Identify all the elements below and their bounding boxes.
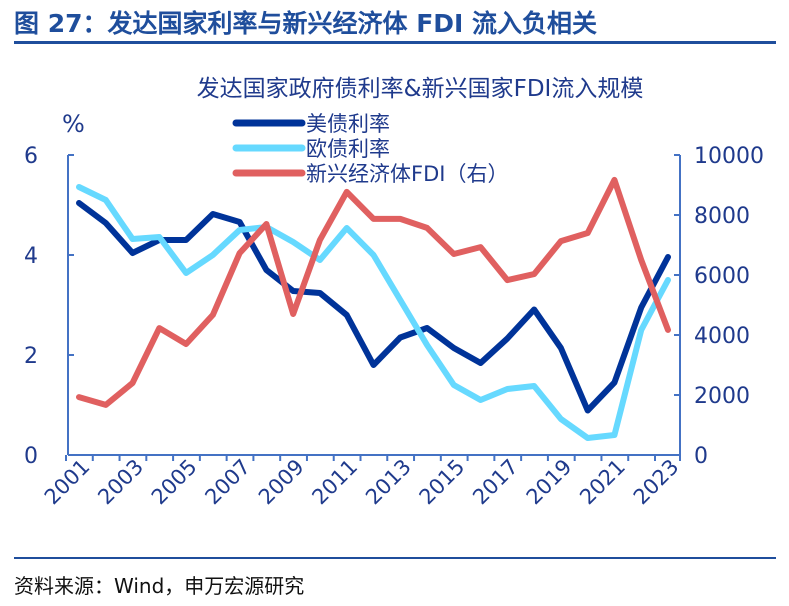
left-tick-label: 4	[24, 244, 38, 269]
series-line-0	[76, 200, 671, 414]
x-tick-label: 2021	[575, 455, 630, 510]
title-rule	[14, 41, 776, 44]
legend-label-0: 美债利率	[306, 112, 390, 136]
left-axis-unit: %	[62, 110, 85, 138]
right-tick-label: 0	[694, 444, 708, 469]
x-tick-label: 2001	[40, 455, 95, 510]
x-tick-label: 2009	[254, 455, 309, 510]
series-line-2	[76, 176, 671, 408]
x-tick-label: 2003	[93, 455, 148, 510]
right-tick-label: 2000	[694, 384, 750, 409]
figure-title: 图 27：发达国家利率与新兴经济体 FDI 流入负相关	[14, 9, 598, 38]
left-tick-label: 6	[24, 144, 38, 169]
right-tick-label: 4000	[694, 324, 750, 349]
x-tick-label: 2019	[522, 455, 577, 510]
series-line-1	[76, 184, 671, 441]
x-tick-label: 2023	[629, 455, 684, 510]
x-tick-label: 2017	[468, 455, 523, 510]
right-tick-label: 8000	[694, 204, 750, 229]
legend-label-1: 欧债利率	[306, 137, 390, 161]
footer-rule	[14, 557, 776, 559]
x-tick-label: 2007	[200, 455, 255, 510]
x-tick-label: 2005	[147, 455, 202, 510]
chart: 发达国家政府债利率&新兴国家FDI流入规模% 0 2 4 6 0 2000 4000 6000 8…	[24, 76, 764, 510]
right-tick-label: 6000	[694, 264, 750, 289]
source-note: 资料来源：Wind，申万宏源研究	[14, 574, 305, 598]
left-tick-label: 2	[24, 344, 38, 369]
x-tick-label: 2013	[361, 455, 416, 510]
legend-label-2: 新兴经济体FDI（右）	[306, 162, 508, 186]
left-tick-label: 0	[24, 444, 38, 469]
chart-title: 发达国家政府债利率&新兴国家FDI流入规模	[197, 76, 644, 102]
right-tick-label: 10000	[694, 144, 764, 169]
x-tick-label: 2015	[415, 455, 470, 510]
x-tick-label: 2011	[307, 455, 362, 510]
